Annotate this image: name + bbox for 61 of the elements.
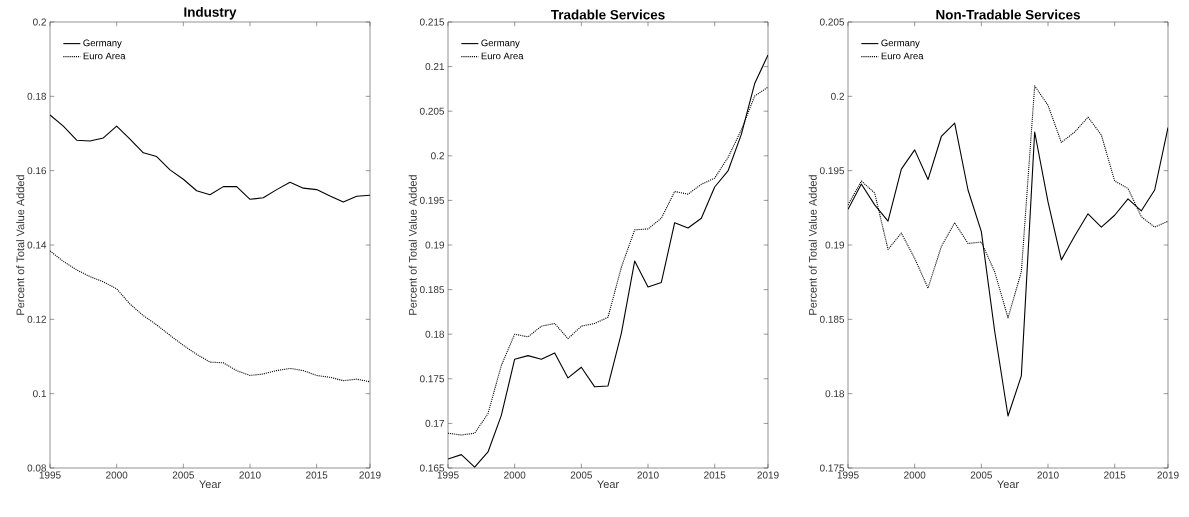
y-tick-label: 0.16 (27, 167, 47, 175)
x-tick-label: 2019 (359, 471, 381, 479)
x-tick-label: 2005 (970, 471, 993, 479)
y-tick-label: 0.17 (425, 419, 444, 427)
x-tick-label: 2015 (306, 471, 328, 479)
y-tick-label: 0.19 (825, 241, 845, 249)
y-tick-label: 0.2 (33, 18, 46, 26)
x-tick-label: 2015 (1104, 471, 1126, 479)
chart-title: Industry (184, 6, 237, 20)
legend-label: Euro Area (83, 52, 126, 60)
x-tick-label: 2019 (757, 471, 779, 479)
y-axis-title: Percent of Total Value Added (16, 175, 25, 315)
y-tick-label: 0.205 (419, 107, 445, 115)
x-tick-label: 2010 (637, 471, 659, 479)
x-tick-label: 2015 (704, 471, 726, 479)
x-tick-label: 2005 (570, 471, 592, 479)
y-tick-label: 0.18 (425, 330, 445, 338)
legend-label: Euro Area (481, 52, 524, 60)
line-series (50, 250, 370, 383)
x-tick-label: 2000 (504, 471, 526, 479)
x-tick-label: 2000 (106, 471, 128, 479)
x-axis-title: Year (199, 480, 221, 489)
y-tick-label: 0.1 (33, 390, 46, 398)
legend-label: Euro Area (881, 52, 924, 60)
x-axis-title: Year (997, 480, 1019, 489)
y-tick-label: 0.14 (27, 241, 47, 249)
y-tick-label: 0.08 (27, 464, 47, 472)
y-tick-label: 0.165 (419, 464, 445, 472)
y-tick-label: 0.18 (27, 92, 47, 100)
x-axis-title: Year (597, 480, 619, 489)
legend-label: Germany (83, 39, 122, 49)
y-tick-label: 0.185 (419, 286, 445, 294)
y-tick-label: 0.215 (419, 18, 445, 26)
x-tick-label: 1995 (437, 471, 459, 479)
chart-title: Tradable Services (550, 9, 665, 20)
y-tick-label: 0.21 (425, 63, 445, 71)
y-tick-label: 0.185 (819, 315, 845, 323)
legend-label: Germany (881, 39, 920, 49)
y-tick-label: 0.195 (419, 196, 445, 204)
x-tick-label: 2010 (239, 471, 261, 479)
y-tick-label: 0.2 (831, 92, 844, 100)
y-tick-label: 0.175 (419, 375, 445, 383)
x-tick-label: 2005 (172, 471, 194, 479)
y-axis-title: Percent of Total Value Added (808, 175, 817, 315)
x-tick-label: 1995 (39, 471, 61, 479)
x-tick-label: 2019 (1157, 471, 1179, 479)
y-tick-label: 0.19 (425, 241, 445, 249)
x-tick-label: 2010 (1037, 471, 1059, 479)
x-tick-label: 2000 (904, 471, 926, 479)
legend-label: Germany (481, 39, 520, 49)
y-tick-label: 0.12 (27, 315, 46, 323)
y-tick-label: 0.175 (819, 464, 845, 472)
y-tick-label: 0.205 (819, 18, 845, 26)
y-tick-label: 0.195 (819, 167, 845, 175)
line-series (448, 54, 769, 468)
y-axis-title: Percent of Total Value Added (408, 175, 417, 315)
y-tick-label: 0.2 (431, 152, 444, 160)
chart-title: Non-Tradable Services (936, 9, 1080, 20)
x-tick-label: 1995 (837, 471, 859, 479)
y-tick-label: 0.18 (825, 390, 845, 398)
line-series (50, 114, 370, 203)
